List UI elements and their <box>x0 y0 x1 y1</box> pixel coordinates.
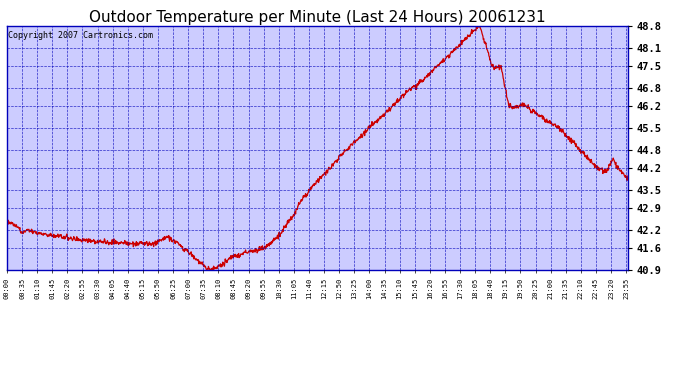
Title: Outdoor Temperature per Minute (Last 24 Hours) 20061231: Outdoor Temperature per Minute (Last 24 … <box>89 10 546 25</box>
Text: Copyright 2007 Cartronics.com: Copyright 2007 Cartronics.com <box>8 31 153 40</box>
